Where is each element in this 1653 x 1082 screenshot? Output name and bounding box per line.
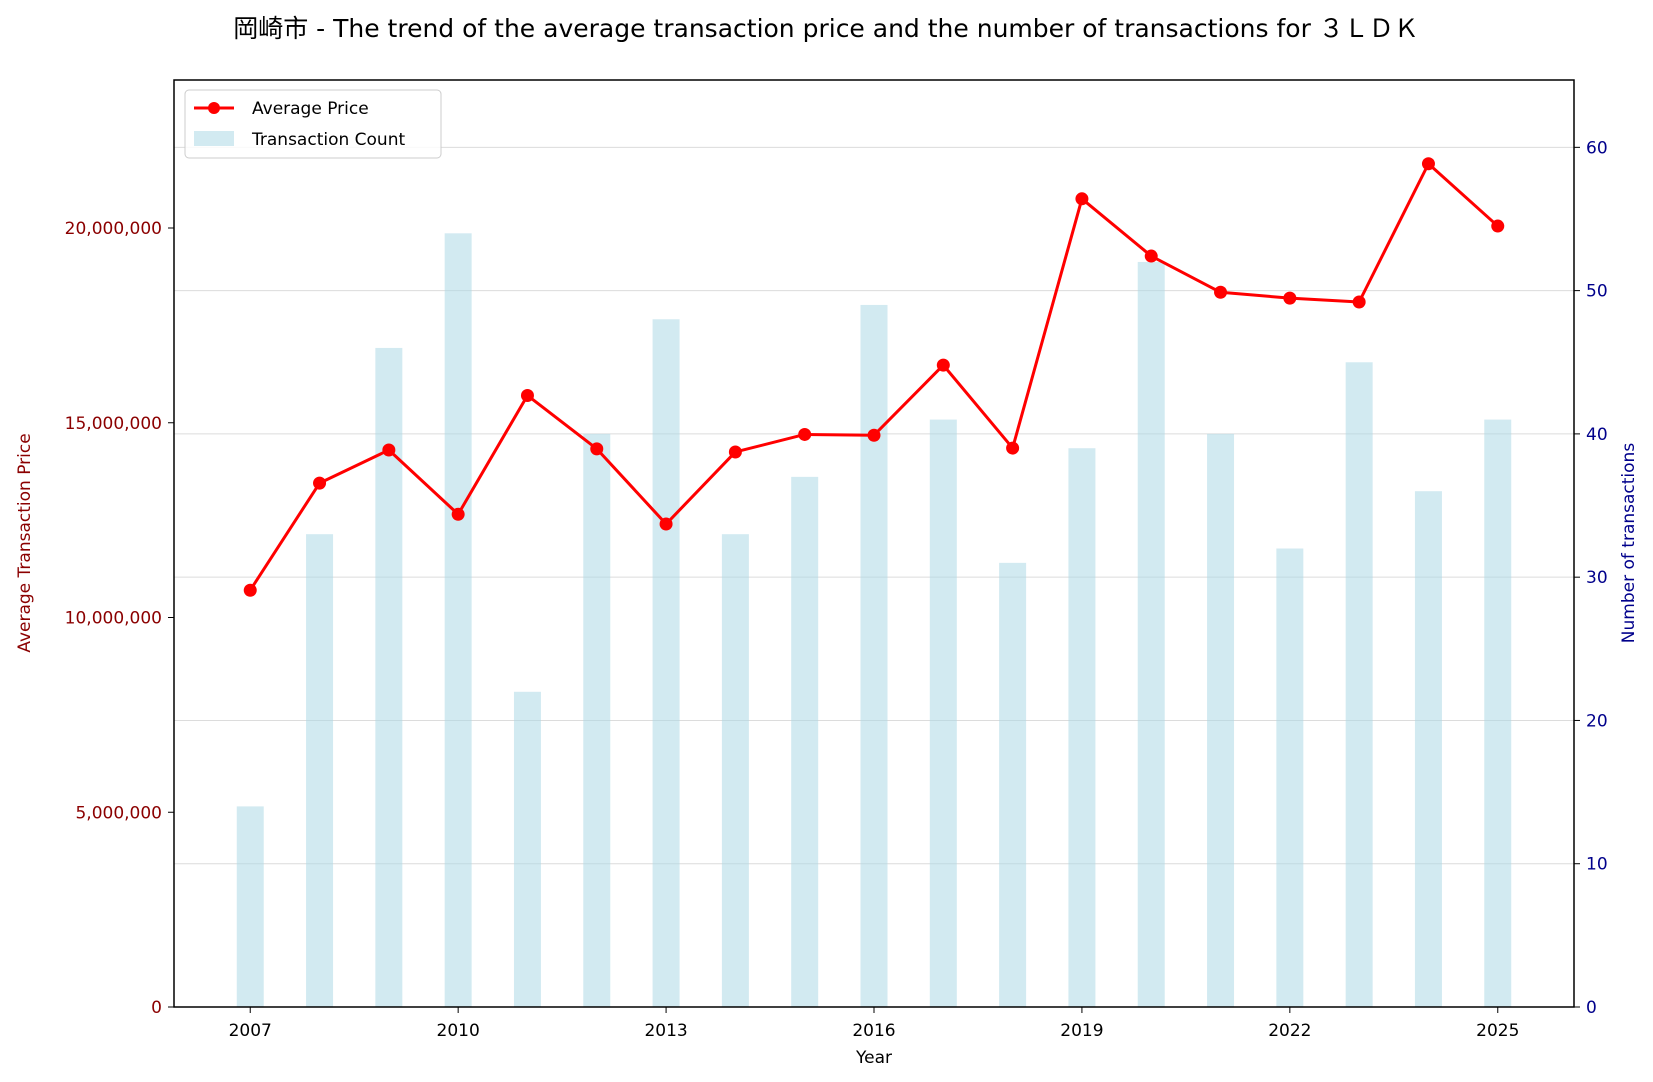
- right-tick-label: 30: [1586, 568, 1608, 588]
- count-bar: [1484, 419, 1512, 1007]
- x-tick-label: 2022: [1268, 1021, 1311, 1041]
- line-series: [243, 157, 1505, 597]
- x-axis-label: Year: [855, 1048, 892, 1068]
- count-bar: [1345, 362, 1373, 1008]
- count-bar: [1137, 261, 1165, 1007]
- count-bar: [583, 433, 611, 1008]
- x-tick-label: 2013: [644, 1021, 687, 1041]
- bar-series: [236, 233, 1512, 1008]
- x-tick-label: 2010: [437, 1021, 480, 1041]
- right-tick-label: 10: [1586, 855, 1608, 875]
- right-tick-label: 0: [1586, 998, 1597, 1018]
- price-point: [936, 358, 950, 372]
- x-tick-label: 2007: [229, 1021, 272, 1041]
- count-bar: [513, 691, 541, 1007]
- right-tick-label: 60: [1586, 138, 1608, 158]
- price-point: [451, 507, 465, 521]
- legend-box: [184, 89, 442, 159]
- count-bar: [1068, 448, 1096, 1007]
- left-tick-label: 15,000,000: [65, 414, 162, 434]
- price-point: [867, 428, 881, 442]
- count-bar: [652, 319, 680, 1007]
- price-point: [798, 427, 812, 441]
- x-tick-label: 2019: [1060, 1021, 1103, 1041]
- price-point: [590, 442, 604, 456]
- count-bar: [1414, 491, 1442, 1008]
- price-point: [1491, 219, 1505, 233]
- price-point: [382, 443, 396, 457]
- left-tick-label: 5,000,000: [75, 803, 162, 823]
- price-point: [520, 388, 534, 402]
- legend: Average Price Transaction Count: [184, 89, 442, 159]
- left-tick-label: 20,000,000: [65, 219, 162, 239]
- x-tick-label: 2016: [852, 1021, 895, 1041]
- count-bar: [860, 304, 888, 1008]
- count-bar: [236, 806, 264, 1007]
- count-bar: [1207, 433, 1235, 1008]
- price-point: [728, 445, 742, 459]
- legend-label-count: Transaction Count: [251, 130, 405, 150]
- right-tick-label: 50: [1586, 282, 1608, 302]
- price-point: [1075, 192, 1089, 206]
- count-bar: [929, 419, 957, 1007]
- price-point: [313, 476, 327, 490]
- left-axis-ticks: 0 5,000,000 10,000,000 15,000,000 20,000,000: [65, 219, 174, 1018]
- chart-title: 岡崎市 - The trend of the average transacti…: [233, 14, 1419, 43]
- legend-marker-swatch: [208, 102, 220, 114]
- right-axis-ticks: 0 10 20 30 40 50 60: [1574, 138, 1608, 1018]
- price-point: [1006, 441, 1020, 455]
- count-bar: [444, 233, 472, 1007]
- count-bar: [999, 562, 1027, 1007]
- right-tick-label: 20: [1586, 711, 1608, 731]
- x-axis-ticks: 2007 2010 2013 2016 2019 2022 2025: [229, 1007, 1519, 1041]
- right-axis-label: Number of transactions: [1619, 443, 1639, 644]
- left-tick-label: 0: [151, 998, 162, 1018]
- count-bar: [791, 476, 819, 1007]
- count-bar: [1276, 548, 1304, 1007]
- legend-bar-swatch: [194, 131, 234, 146]
- price-point: [243, 583, 257, 597]
- price-point: [1352, 295, 1366, 309]
- price-point: [1144, 249, 1158, 263]
- price-point: [1283, 291, 1297, 305]
- right-tick-label: 40: [1586, 425, 1608, 445]
- legend-label-price: Average Price: [252, 99, 369, 119]
- price-point: [659, 517, 673, 531]
- x-tick-label: 2025: [1476, 1021, 1519, 1041]
- price-point: [1214, 285, 1228, 299]
- left-axis-label: Average Transaction Price: [15, 433, 35, 652]
- count-bar: [721, 534, 749, 1007]
- left-tick-label: 10,000,000: [65, 609, 162, 629]
- count-bar: [306, 534, 334, 1007]
- price-point: [1421, 157, 1435, 171]
